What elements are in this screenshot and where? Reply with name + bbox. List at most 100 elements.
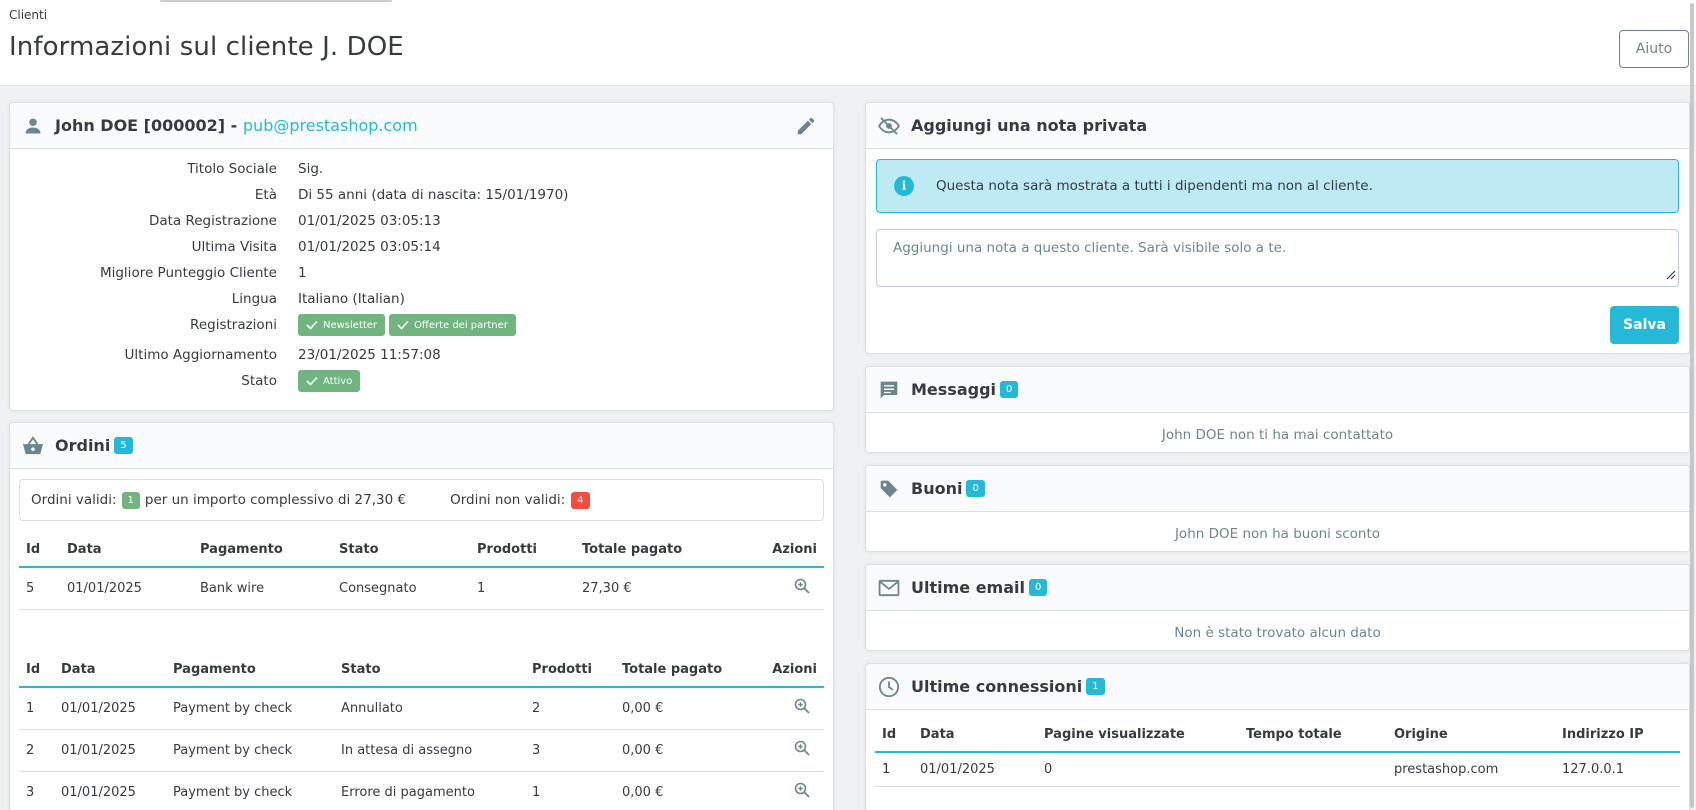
info-row-last-visit: Ultima Visita 01/01/2025 03:05:14 <box>10 239 833 265</box>
col-payment: Pagamento <box>193 533 332 568</box>
customer-card-header: John DOE [000002] - pub@prestashop.com <box>10 103 833 149</box>
info-row-registrations: Registrazioni Newsletter Offerte dei par… <box>10 314 833 347</box>
cell-payment: Payment by check <box>166 729 334 772</box>
info-icon: i <box>894 176 914 196</box>
info-label: Migliore Punteggio Cliente <box>99 265 277 281</box>
info-label: Data Registrazione <box>148 213 277 229</box>
messages-title: Messaggi <box>911 380 997 399</box>
info-value: Italiano (Italian) <box>298 291 405 307</box>
zoom-in-icon[interactable] <box>794 740 810 760</box>
info-label: Stato <box>241 373 277 389</box>
table-row[interactable]: 1 01/01/2025 Payment by check Annullato … <box>19 687 824 730</box>
badge-label: Newsletter <box>323 319 378 331</box>
cell-status: Annullato <box>334 687 525 730</box>
cell-date: 01/01/2025 <box>54 687 166 730</box>
info-label: Registrazioni <box>190 317 277 333</box>
zoom-in-icon[interactable] <box>794 578 810 598</box>
newsletter-badge: Newsletter <box>298 314 386 336</box>
customer-email-link[interactable]: pub@prestashop.com <box>242 116 418 135</box>
cell-products: 3 <box>525 729 615 772</box>
info-label: Età <box>254 187 277 203</box>
orders-count-badge: 5 <box>114 437 133 454</box>
col-products: Prodotti <box>470 533 575 568</box>
col-actions: Azioni <box>739 533 824 568</box>
messages-header: Messaggi 0 <box>866 367 1689 413</box>
private-note-card: Aggiungi una nota privata i Questa nota … <box>865 102 1690 354</box>
col-products: Prodotti <box>525 653 615 688</box>
chat-icon <box>878 379 900 401</box>
cell-actions <box>753 687 824 730</box>
cell-id: 3 <box>19 771 54 810</box>
zoom-in-icon[interactable] <box>794 782 810 802</box>
col-status: Stato <box>332 533 470 568</box>
invalid-orders-table: Id Data Pagamento Stato Prodotti Totale … <box>19 653 824 810</box>
save-note-button[interactable]: Salva <box>1610 306 1679 344</box>
col-id: Id <box>19 653 54 688</box>
emails-count-badge: 0 <box>1029 579 1048 596</box>
messages-card: Messaggi 0 John DOE non ti ha mai contat… <box>865 366 1690 453</box>
edit-icon[interactable] <box>795 115 817 141</box>
cell-actions <box>739 567 824 610</box>
info-label: Titolo Sociale <box>187 161 277 177</box>
page-title: Informazioni sul cliente J. DOE <box>9 32 404 62</box>
check-icon <box>306 320 318 330</box>
check-icon <box>306 376 318 386</box>
user-icon <box>22 115 44 137</box>
private-note-title: Aggiungi una nota privata <box>911 116 1148 135</box>
col-status: Stato <box>334 653 525 688</box>
invalid-orders-label: Ordini non validi: <box>450 492 566 508</box>
col-id: Id <box>19 533 60 568</box>
invalid-orders-badge: 4 <box>571 491 590 509</box>
partner-offers-badge: Offerte dei partner <box>389 314 516 336</box>
status-chip: Attivo <box>298 370 364 395</box>
table-header-row: Id Data Pagamento Stato Prodotti Totale … <box>19 653 824 688</box>
private-note-textarea[interactable]: Aggiungi una nota a questo cliente. Sarà… <box>876 229 1679 287</box>
alert-text: Questa nota sarà mostrata a tutti i dipe… <box>936 178 1373 194</box>
cell-status: Errore di pagamento <box>334 771 525 810</box>
table-row[interactable]: 3 01/01/2025 Payment by check Errore di … <box>19 771 824 810</box>
connections-count-badge: 1 <box>1086 678 1105 695</box>
info-value: 1 <box>298 265 307 281</box>
connections-card: Ultime connessioni 1 Id Data Pagine visu… <box>865 663 1690 810</box>
cell-date: 01/01/2025 <box>54 729 166 772</box>
page-scrollbar[interactable] <box>1690 3 1694 808</box>
status-badge: Attivo <box>298 370 361 392</box>
info-value: 01/01/2025 03:05:14 <box>298 239 441 255</box>
col-date: Data <box>60 533 193 568</box>
info-label: Ultima Visita <box>191 239 277 255</box>
top-scroll-hint <box>160 0 392 2</box>
table-row[interactable]: 1 01/01/2025 0 prestashop.com 127.0.0.1 <box>875 752 1680 787</box>
customer-name: John DOE [000002] - <box>55 116 238 135</box>
col-pages: Pagine visualizzate <box>1037 718 1239 753</box>
valid-orders-label: Ordini validi: <box>31 492 117 508</box>
emails-card: Ultime email 0 Non è stato trovato alcun… <box>865 564 1690 651</box>
info-row-last-update: Ultimo Aggiornamento 23/01/2025 11:57:08 <box>10 347 833 373</box>
connections-title: Ultime connessioni <box>911 677 1083 696</box>
cell-status: In attesa di assegno <box>334 729 525 772</box>
info-row-status: Stato Attivo <box>10 370 833 399</box>
info-value: 01/01/2025 03:05:13 <box>298 213 441 229</box>
cell-id: 1 <box>875 752 913 787</box>
vouchers-count-badge: 0 <box>966 480 985 497</box>
info-value: Sig. <box>298 161 324 177</box>
table-row[interactable]: 2 01/01/2025 Payment by check In attesa … <box>19 729 824 772</box>
cell-total: 0,00 € <box>615 729 753 772</box>
connections-table: Id Data Pagine visualizzate Tempo totale… <box>875 718 1680 787</box>
zoom-in-icon[interactable] <box>794 698 810 718</box>
table-row[interactable]: 5 01/01/2025 Bank wire Consegnato 1 27,3… <box>19 567 824 610</box>
valid-orders-badge: 1 <box>121 491 140 509</box>
info-label: Lingua <box>231 291 277 307</box>
info-label: Ultimo Aggiornamento <box>124 347 277 363</box>
help-button[interactable]: Aiuto <box>1619 30 1689 68</box>
vouchers-empty: John DOE non ha buoni sconto <box>1174 526 1381 542</box>
resize-handle-icon[interactable] <box>1664 268 1676 284</box>
registrations-chips: Newsletter Offerte dei partner <box>298 314 520 339</box>
cell-products: 1 <box>525 771 615 810</box>
cell-date: 01/01/2025 <box>913 752 1037 787</box>
messages-empty: John DOE non ti ha mai contattato <box>1161 427 1394 443</box>
cell-payment: Payment by check <box>166 687 334 730</box>
basket-icon <box>22 435 44 457</box>
breadcrumb[interactable]: Clienti <box>9 8 48 22</box>
cell-date: 01/01/2025 <box>60 567 193 610</box>
info-row-title: Titolo Sociale Sig. <box>10 161 833 187</box>
